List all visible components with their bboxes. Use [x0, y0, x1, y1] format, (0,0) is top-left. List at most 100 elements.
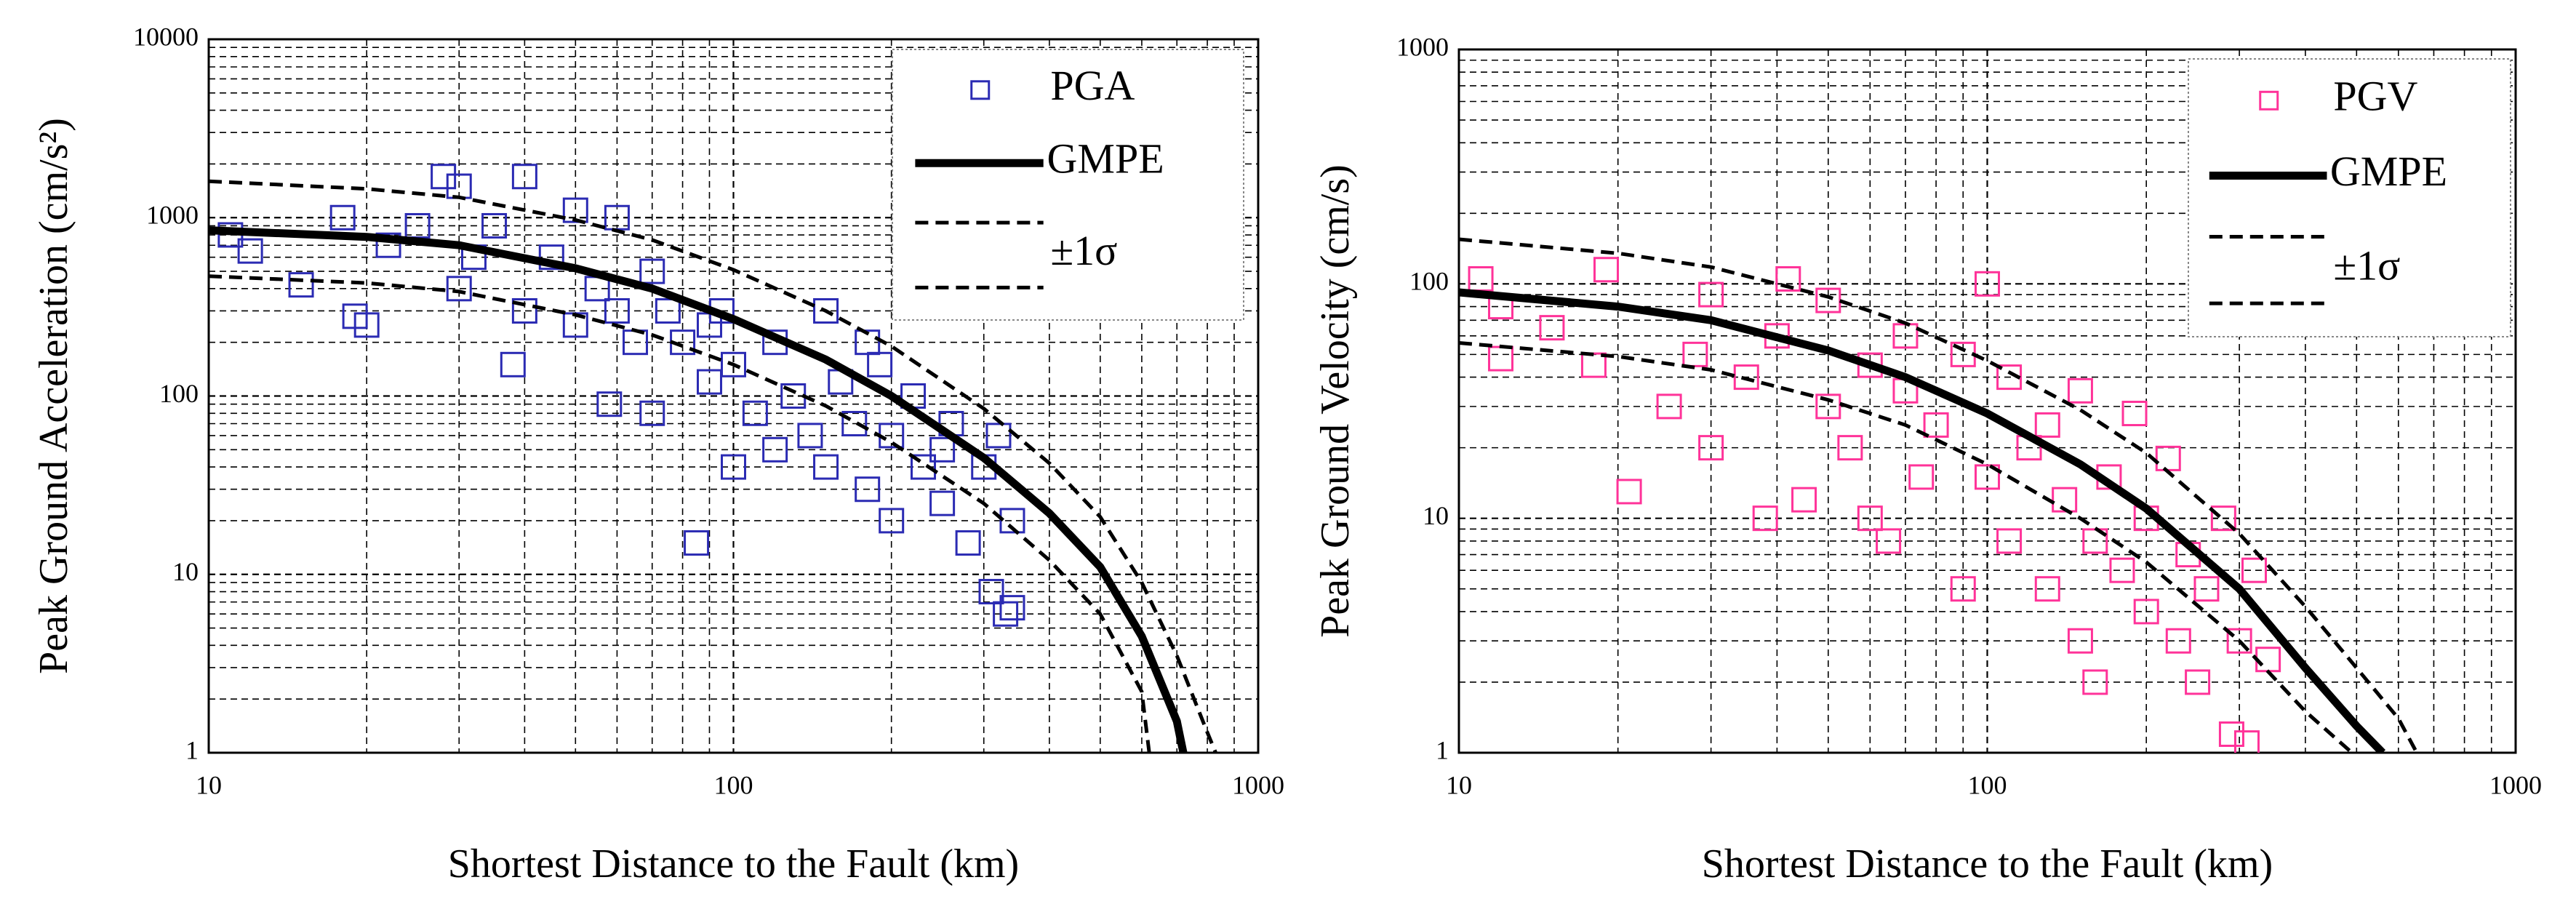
y-axis-label: Peak Ground Acceleration (cm/s²) — [31, 118, 76, 674]
data-point — [813, 297, 839, 324]
gmpe-line — [209, 226, 1188, 753]
data-point — [1468, 266, 1494, 292]
data-point — [1975, 271, 2000, 297]
data-point — [604, 297, 630, 324]
legend-label: PGA — [1050, 62, 1135, 109]
data-point — [1791, 487, 1817, 513]
data-point — [1950, 576, 1976, 602]
legend-marker — [2259, 90, 2279, 111]
legend: PGV GMPE ±1σ — [2188, 58, 2511, 337]
data-point — [696, 369, 722, 395]
data-point — [500, 351, 526, 377]
x-tick-label: 1000 — [1232, 770, 1284, 799]
y-tick-label: 10 — [172, 557, 199, 586]
data-point — [2233, 730, 2260, 753]
data-point — [2218, 721, 2244, 747]
data-point — [1752, 505, 1778, 532]
data-point — [1682, 341, 1708, 367]
data-point — [1876, 528, 1902, 554]
legend-box — [892, 49, 1244, 321]
x-axis-label: Shortest Distance to the Fault (km) — [1702, 841, 2273, 887]
data-point — [1698, 281, 1724, 308]
legend-box — [2188, 58, 2511, 337]
sigma-line — [1459, 237, 2419, 753]
data-point — [910, 454, 936, 480]
data-point — [797, 423, 823, 449]
data-point — [2185, 669, 2211, 695]
x-tick-label: 10 — [1446, 770, 1472, 799]
data-point — [329, 204, 356, 231]
data-point — [481, 212, 508, 239]
data-point — [1837, 435, 1863, 461]
data-point — [985, 423, 1012, 449]
legend-label: PGV — [2333, 73, 2417, 120]
plot-frame — [1457, 48, 2517, 754]
data-point — [929, 436, 956, 463]
data-point — [993, 601, 1019, 627]
data-point — [1733, 364, 1759, 391]
data-point — [813, 454, 839, 480]
data-point — [404, 212, 431, 239]
data-point — [1996, 364, 2023, 391]
data-point — [855, 329, 881, 356]
legend-label: ±1σ — [2333, 242, 2400, 289]
gmpe-line — [1459, 288, 2386, 753]
data-point — [596, 391, 623, 417]
data-point — [2052, 487, 2078, 513]
data-point — [867, 351, 893, 377]
y-axis-label: Peak Ground Velocity (cm/s) — [1313, 164, 1358, 638]
y-tick-label: 1000 — [146, 201, 199, 230]
data-point — [684, 530, 710, 556]
data-point — [721, 351, 746, 377]
plot-frame — [207, 38, 1260, 754]
data-point — [237, 238, 263, 264]
data-point — [1593, 257, 1620, 283]
chart: 10 100 1000 1 10 100 1000 10000 Shortest Distanc… — [31, 22, 1284, 887]
data-point — [999, 508, 1025, 534]
data-point — [762, 436, 788, 463]
plot-area — [209, 164, 1217, 753]
data-point — [562, 197, 588, 223]
legend-label: ±1σ — [1050, 227, 1117, 274]
data-point — [2133, 599, 2159, 625]
y-tick-label: 100 — [1409, 267, 1449, 296]
data-point — [288, 272, 314, 298]
y-tick-label: 1000 — [1396, 32, 1449, 61]
data-point — [929, 490, 956, 516]
data-point — [375, 232, 401, 258]
data-point — [1908, 464, 1935, 490]
x-axis-label: Shortest Distance to the Fault (km) — [448, 841, 1019, 887]
data-point — [1815, 393, 1841, 420]
legend: PGA GMPE ±1σ — [892, 49, 1244, 321]
data-point — [1539, 315, 1565, 341]
data-point — [978, 579, 1004, 605]
data-point — [446, 276, 472, 302]
data-point — [879, 508, 905, 534]
data-point — [2067, 377, 2093, 404]
plot-area — [1459, 237, 2419, 753]
data-point — [639, 258, 665, 284]
data-point — [841, 410, 868, 436]
data-point — [2034, 412, 2060, 438]
data-point — [1923, 412, 1949, 438]
data-point — [353, 312, 380, 338]
data-point — [1815, 287, 1841, 313]
data-point — [1580, 352, 1607, 378]
data-point — [2155, 445, 2181, 471]
data-point — [855, 476, 881, 503]
sigma-line — [209, 274, 1151, 753]
data-point — [1488, 345, 1514, 372]
data-point — [1857, 505, 1883, 532]
data-point — [1975, 464, 2000, 490]
data-point — [431, 164, 457, 190]
y-tick-label: 1 — [185, 735, 199, 764]
data-point — [1698, 435, 1724, 461]
legend-label: GMPE — [1047, 135, 1164, 183]
data-point — [511, 297, 537, 324]
data-point — [1616, 479, 1642, 505]
data-point — [2241, 557, 2267, 583]
legend-label: GMPE — [2330, 148, 2447, 195]
x-tick-label: 10 — [196, 770, 222, 799]
data-point — [2255, 647, 2281, 673]
